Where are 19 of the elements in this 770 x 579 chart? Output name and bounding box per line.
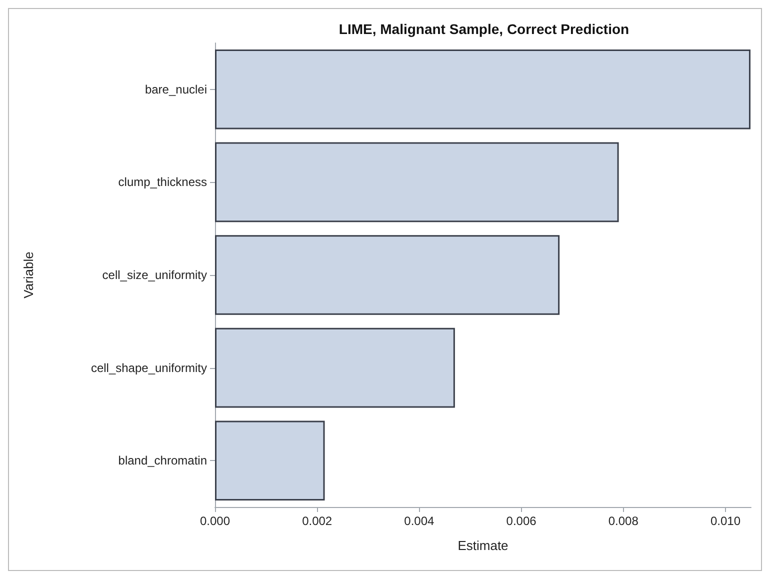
x-tick-label: 0.000 [200,514,230,528]
x-tick-label: 0.002 [302,514,332,528]
y-tick-label: cell_size_uniformity [102,268,207,282]
x-tick-label: 0.004 [404,514,435,528]
bar [215,420,325,501]
y-tick-label: bare_nuclei [144,82,207,96]
x-tick-label: 0.008 [608,514,639,528]
y-tick-label: clump_thickness [118,175,207,190]
bar [215,49,750,130]
bar [215,235,560,315]
y-tick-label: bland_chromatin [118,454,207,468]
x-tick-label: 0.006 [506,514,537,528]
y-axis-title: Variable [21,252,36,298]
x-tick-label: 0.010 [710,514,741,528]
y-tick-label: cell_shape_uniformity [90,360,207,375]
chart-title: LIME, Malignant Sample, Correct Prediction [338,21,630,37]
bar [215,328,455,408]
x-axis-title: Estimate [458,538,508,553]
bar [215,142,619,222]
